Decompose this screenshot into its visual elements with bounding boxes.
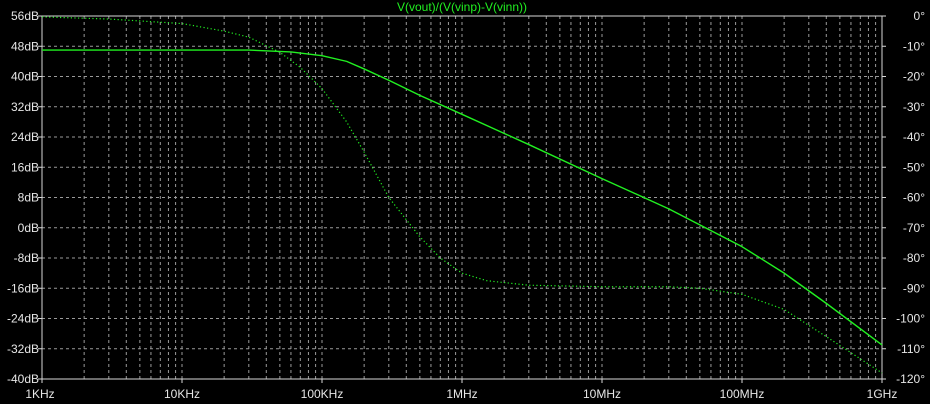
magnitude-series-line — [42, 49, 883, 346]
right-axis-tick-label: 0° — [914, 9, 926, 23]
right-axis-tick-label: -50° — [903, 160, 925, 174]
left-axis-tick-label: -32dB — [7, 342, 39, 356]
right-axis-tick-label: -120° — [896, 372, 925, 386]
right-axis-tick-label: -20° — [903, 70, 925, 84]
left-axis-tick-label: 48dB — [11, 39, 39, 53]
left-axis-tick-label: 8dB — [18, 191, 39, 205]
right-axis-tick-label: -90° — [903, 281, 925, 295]
right-axis-tick-label: -60° — [903, 191, 925, 205]
right-axis-tick-label: -40° — [903, 130, 925, 144]
x-axis-tick-label: 1GHz — [867, 387, 898, 401]
right-axis-tick-label: -110° — [897, 342, 925, 356]
right-axis-tick-label: -10° — [903, 39, 925, 53]
grid-layer — [42, 16, 882, 379]
right-axis-tick-label: -80° — [903, 251, 925, 265]
left-axis-tick-label: 32dB — [11, 100, 39, 114]
x-axis-tick-label: 1MHz — [446, 387, 477, 401]
left-axis-tick-label: 40dB — [11, 70, 39, 84]
right-axis-tick-label: -70° — [903, 221, 925, 235]
chart-title: V(vout)/(V(vinp)-V(vinn)) — [397, 0, 527, 14]
x-axis-tick-label: 100KHz — [301, 387, 344, 401]
right-axis-tick-label: -30° — [903, 100, 925, 114]
series-layer — [41, 16, 883, 374]
left-axis-tick-label: 0dB — [18, 221, 39, 235]
axes-layer — [38, 15, 886, 383]
left-axis-tick-label: -40dB — [7, 372, 39, 386]
left-axis-tick-label: 24dB — [11, 130, 39, 144]
x-axis-tick-label: 10MHz — [583, 387, 621, 401]
x-axis-tick-label: 1KHz — [25, 387, 54, 401]
left-axis-tick-label: -24dB — [7, 312, 39, 326]
left-axis-tick-label: -8dB — [14, 251, 39, 265]
labels-layer: 56dB 48dB 40dB 32dB 24dB 16dB 8dB 0dB -8dB -16dB -… — [7, 9, 925, 401]
x-axis-tick-label: 100MHz — [720, 387, 765, 401]
left-axis-tick-label: 56dB — [11, 9, 39, 23]
x-axis-tick-label: 10KHz — [164, 387, 200, 401]
left-axis-tick-label: -16dB — [7, 281, 39, 295]
left-axis-tick-label: 16dB — [11, 160, 39, 174]
right-axis-tick-label: -100° — [896, 312, 925, 326]
